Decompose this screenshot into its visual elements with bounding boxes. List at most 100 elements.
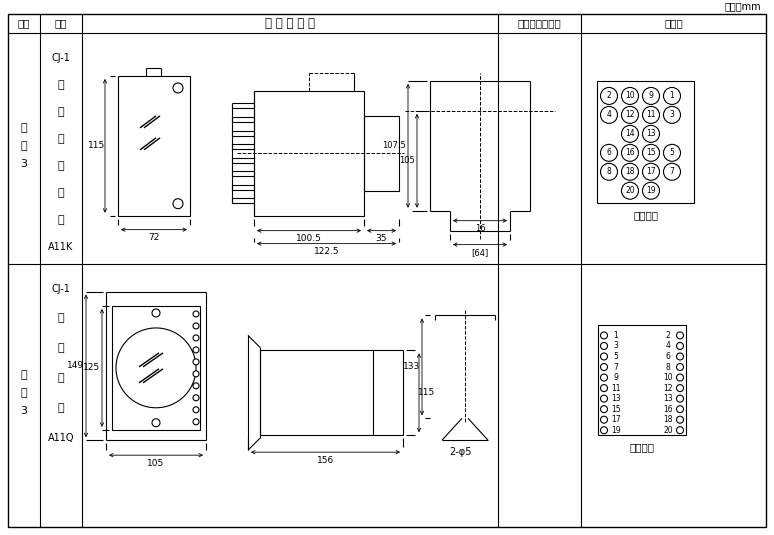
Text: 2-φ5: 2-φ5 — [449, 447, 471, 457]
Text: 20: 20 — [663, 426, 673, 435]
Bar — [112, 306, 200, 430]
Circle shape — [676, 374, 683, 381]
Text: 6: 6 — [607, 148, 611, 157]
Circle shape — [601, 342, 608, 349]
Text: 14: 14 — [625, 129, 635, 139]
Text: A11Q: A11Q — [48, 433, 74, 443]
Circle shape — [116, 328, 196, 408]
Text: 125: 125 — [84, 363, 101, 372]
Circle shape — [601, 374, 608, 381]
Circle shape — [601, 364, 608, 371]
Text: 15: 15 — [611, 404, 621, 414]
Circle shape — [642, 106, 659, 124]
Circle shape — [676, 416, 683, 423]
Circle shape — [676, 342, 683, 349]
Circle shape — [663, 144, 680, 162]
Text: 100.5: 100.5 — [296, 234, 322, 243]
Text: 外 形 尺 寸 图: 外 形 尺 寸 图 — [265, 17, 315, 30]
Text: 8: 8 — [607, 167, 611, 176]
Circle shape — [642, 87, 659, 104]
Text: 式: 式 — [58, 134, 64, 144]
Text: 12: 12 — [663, 384, 673, 393]
Text: 15: 15 — [646, 148, 656, 157]
Text: 35: 35 — [375, 234, 387, 243]
Bar — [598, 325, 686, 435]
Text: 前: 前 — [58, 343, 64, 354]
Text: 105: 105 — [399, 156, 415, 165]
Text: 13: 13 — [663, 394, 673, 403]
Circle shape — [676, 353, 683, 360]
Circle shape — [152, 309, 160, 317]
Circle shape — [193, 371, 199, 377]
Text: 115: 115 — [419, 388, 436, 398]
Text: 安装开孔尺寸图: 安装开孔尺寸图 — [518, 19, 561, 28]
Text: 156: 156 — [317, 456, 334, 465]
Text: 115: 115 — [88, 141, 105, 150]
Text: 板: 板 — [58, 314, 64, 324]
Text: 18: 18 — [663, 415, 673, 424]
Text: 9: 9 — [649, 91, 653, 101]
Text: 5: 5 — [670, 148, 674, 157]
Text: 17: 17 — [646, 167, 656, 176]
Text: 16: 16 — [663, 404, 673, 414]
Text: 5: 5 — [614, 352, 618, 361]
Text: 149: 149 — [67, 361, 84, 370]
Text: 7: 7 — [614, 363, 618, 371]
Text: 3: 3 — [20, 406, 28, 416]
Text: 11: 11 — [611, 384, 621, 393]
Circle shape — [642, 144, 659, 162]
Text: 入: 入 — [58, 107, 64, 117]
Text: 图: 图 — [21, 388, 27, 398]
Circle shape — [193, 335, 199, 341]
Circle shape — [622, 144, 639, 162]
Text: 4: 4 — [666, 341, 670, 350]
Text: 结构: 结构 — [55, 19, 67, 28]
Circle shape — [601, 406, 608, 412]
Bar — [254, 91, 364, 216]
Text: 133: 133 — [403, 362, 420, 371]
Circle shape — [642, 182, 659, 199]
Text: 线: 线 — [58, 215, 64, 225]
Text: CJ-1: CJ-1 — [52, 53, 70, 63]
Text: 1: 1 — [614, 331, 618, 340]
Text: 13: 13 — [646, 129, 656, 139]
Text: 2: 2 — [666, 331, 670, 340]
Circle shape — [601, 332, 608, 339]
Circle shape — [173, 83, 183, 93]
Text: 嵌: 嵌 — [58, 80, 64, 90]
Circle shape — [676, 385, 683, 392]
Circle shape — [642, 163, 659, 180]
Text: 105: 105 — [147, 458, 165, 468]
Circle shape — [193, 407, 199, 413]
Circle shape — [193, 383, 199, 389]
Text: 4: 4 — [607, 110, 611, 119]
Circle shape — [193, 395, 199, 401]
Text: 7: 7 — [670, 167, 674, 176]
Circle shape — [193, 419, 199, 425]
Text: 16: 16 — [474, 224, 485, 233]
Circle shape — [676, 427, 683, 434]
Text: 13: 13 — [611, 394, 621, 403]
Circle shape — [601, 385, 608, 392]
Text: 72: 72 — [149, 233, 159, 242]
Circle shape — [622, 87, 639, 104]
Circle shape — [601, 106, 618, 124]
Circle shape — [601, 416, 608, 423]
Bar — [364, 116, 399, 191]
Text: A11K: A11K — [48, 242, 74, 251]
Text: 附: 附 — [21, 124, 27, 133]
Text: 端子图: 端子图 — [664, 19, 683, 28]
Circle shape — [601, 163, 618, 180]
Bar — [597, 81, 694, 203]
Text: 10: 10 — [663, 373, 673, 382]
Circle shape — [193, 347, 199, 353]
Text: 20: 20 — [625, 186, 635, 195]
Text: 图: 图 — [21, 141, 27, 151]
Circle shape — [173, 198, 183, 209]
Text: 2: 2 — [607, 91, 611, 101]
Text: 17: 17 — [611, 415, 621, 424]
Circle shape — [601, 395, 608, 402]
Text: 12: 12 — [625, 110, 635, 119]
Circle shape — [622, 125, 639, 142]
Text: 11: 11 — [646, 110, 656, 119]
